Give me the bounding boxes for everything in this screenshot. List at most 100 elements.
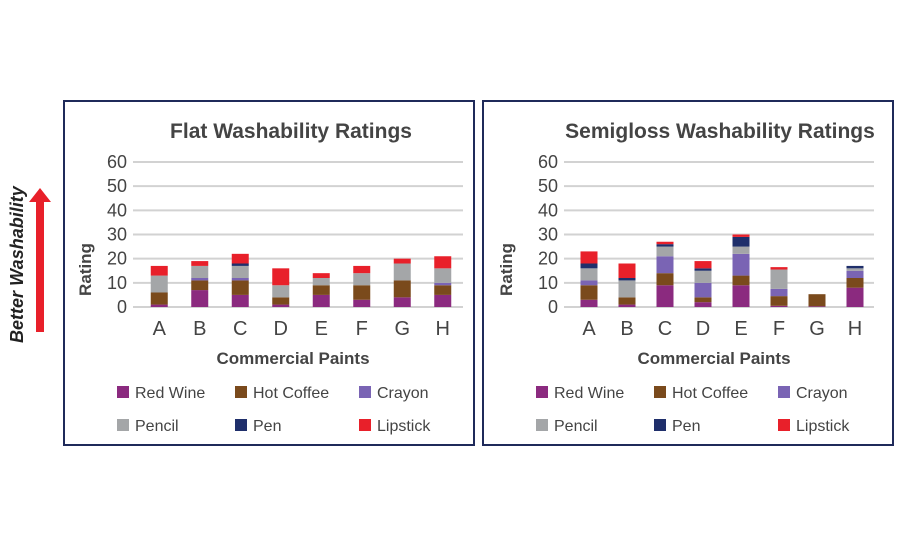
- bar-segment-hot-coffee-f: [353, 285, 371, 300]
- y-tick-label: 40: [538, 200, 558, 220]
- bar-segment-pencil-f: [353, 273, 371, 286]
- bar-segment-hot-coffee-d: [272, 297, 290, 305]
- semigloss-washability-chart: Semigloss Washability Ratings 0 10 20 30 40 50…: [497, 120, 875, 435]
- x-tick-label: G: [394, 318, 410, 340]
- x-tick-label: D: [274, 318, 288, 340]
- bar-segment-red-wine-e: [732, 285, 750, 307]
- bar-segment-crayon-e: [732, 253, 750, 276]
- bar-segment-pencil-h: [846, 268, 864, 271]
- bar-segment-lipstick-c: [656, 241, 674, 245]
- legend-label-lipstick: Lipstick: [796, 418, 850, 435]
- bar-segment-pen-c: [231, 263, 249, 266]
- legend-swatch-pencil: [117, 419, 129, 431]
- bar-segment-crayon-h: [434, 282, 452, 286]
- x-tick-label: C: [658, 318, 672, 340]
- bar-segment-pencil-a: [580, 268, 598, 281]
- legend-label-pencil: Pencil: [554, 418, 598, 435]
- bar-segment-lipstick-g: [393, 258, 411, 264]
- legend-swatch-pencil: [536, 419, 548, 431]
- legend-swatch-hot-coffee: [654, 386, 666, 398]
- bar-segment-hot-coffee-e: [312, 285, 330, 295]
- bar-segment-hot-coffee-b: [618, 297, 636, 305]
- bar-segment-red-wine-g: [393, 297, 411, 307]
- legend-swatch-lipstick: [359, 419, 371, 431]
- bar-segment-pen-h: [846, 265, 864, 269]
- bar-segment-lipstick-b: [618, 263, 636, 278]
- legend-swatch-red-wine: [536, 386, 548, 398]
- bar-segment-pencil-h: [434, 268, 452, 283]
- bar-segment-pencil-e: [732, 246, 750, 254]
- bar-segment-pen-a: [580, 263, 598, 269]
- bar-segment-lipstick-d: [694, 261, 712, 269]
- flat-washability-chart: Flat Washability Ratings 0 10 20 30 40 50 60 Rat…: [76, 120, 463, 435]
- y-axis-label: Rating: [76, 243, 95, 296]
- legend-label-lipstick: Lipstick: [377, 418, 431, 435]
- bar-segment-pencil-g: [393, 263, 411, 281]
- bar-segment-pencil-c: [231, 265, 249, 278]
- x-axis-label: Commercial Paints: [637, 349, 790, 368]
- x-tick-label: F: [773, 318, 785, 340]
- x-tick-label: A: [582, 318, 596, 340]
- bar-segment-red-wine-f: [770, 305, 788, 307]
- legend-label-crayon: Crayon: [377, 385, 429, 402]
- x-tick-label: H: [848, 318, 862, 340]
- bar-segment-pencil-c: [656, 246, 674, 257]
- legend-label-pen: Pen: [253, 418, 281, 435]
- bar-segment-crayon-c: [231, 278, 249, 281]
- x-tick-label: E: [734, 318, 747, 340]
- legend-swatch-crayon: [778, 386, 790, 398]
- bar-segment-lipstick-f: [770, 267, 788, 270]
- bar-segment-lipstick-c: [231, 253, 249, 264]
- x-tick-label: B: [620, 318, 633, 340]
- bar-segment-lipstick-b: [191, 261, 209, 266]
- legend-label-hot-coffee: Hot Coffee: [672, 385, 748, 402]
- bar-segment-hot-coffee-f: [770, 296, 788, 306]
- bar-segment-pen-c: [656, 244, 674, 247]
- x-tick-label: D: [696, 318, 710, 340]
- y-tick-label: 10: [538, 273, 558, 293]
- bar-segment-lipstick-h: [434, 256, 452, 269]
- bar-segment-crayon-f: [770, 288, 788, 297]
- bar-segment-pencil-b: [191, 265, 209, 278]
- legend-swatch-pen: [235, 419, 247, 431]
- legend-swatch-crayon: [359, 386, 371, 398]
- y-tick-label: 0: [548, 297, 558, 317]
- bar-segment-crayon-c: [656, 256, 674, 274]
- y-tick-label: 60: [538, 152, 558, 172]
- bar-segment-red-wine-h: [846, 287, 864, 307]
- bar-segment-hot-coffee-g: [393, 280, 411, 298]
- better-washability-label: Better Washability: [7, 185, 27, 343]
- y-tick-label: 50: [538, 176, 558, 196]
- y-tick-label: 20: [107, 249, 127, 269]
- bar-segment-hot-coffee-a: [580, 285, 598, 300]
- legend-label-pencil: Pencil: [135, 418, 179, 435]
- legend-label-crayon: Crayon: [796, 385, 848, 402]
- bar-segment-lipstick-f: [353, 265, 371, 274]
- bar-segment-pencil-d: [694, 270, 712, 283]
- bar-segment-red-wine-a: [580, 299, 598, 307]
- bar-segment-red-wine-b: [618, 304, 636, 307]
- bar-segment-red-wine-b: [191, 290, 209, 307]
- bar-segment-pencil-a: [150, 275, 168, 293]
- legend-swatch-pen: [654, 419, 666, 431]
- x-tick-label: G: [809, 318, 825, 340]
- bar-segment-crayon-d: [694, 282, 712, 298]
- chart-title: Semigloss Washability Ratings: [565, 120, 875, 143]
- y-tick-label: 10: [107, 273, 127, 293]
- bar-segment-pen-b: [618, 278, 636, 281]
- legend-swatch-lipstick: [778, 419, 790, 431]
- better-washability-indicator: Better Washability: [0, 160, 60, 350]
- x-tick-label: F: [356, 318, 368, 340]
- y-axis-label: Rating: [497, 243, 516, 296]
- y-tick-label: 50: [107, 176, 127, 196]
- chart-title: Flat Washability Ratings: [170, 120, 412, 143]
- bar-segment-pencil-e: [312, 278, 330, 286]
- bar-segment-hot-coffee-c: [231, 280, 249, 295]
- legend-label-red-wine: Red Wine: [554, 385, 624, 402]
- bar-segment-lipstick-a: [150, 265, 168, 276]
- y-tick-label: 30: [538, 225, 558, 245]
- y-tick-label: 0: [117, 297, 127, 317]
- bar-segment-hot-coffee-e: [732, 275, 750, 286]
- bar-segment-lipstick-a: [580, 251, 598, 264]
- bar-segment-pencil-f: [770, 269, 788, 289]
